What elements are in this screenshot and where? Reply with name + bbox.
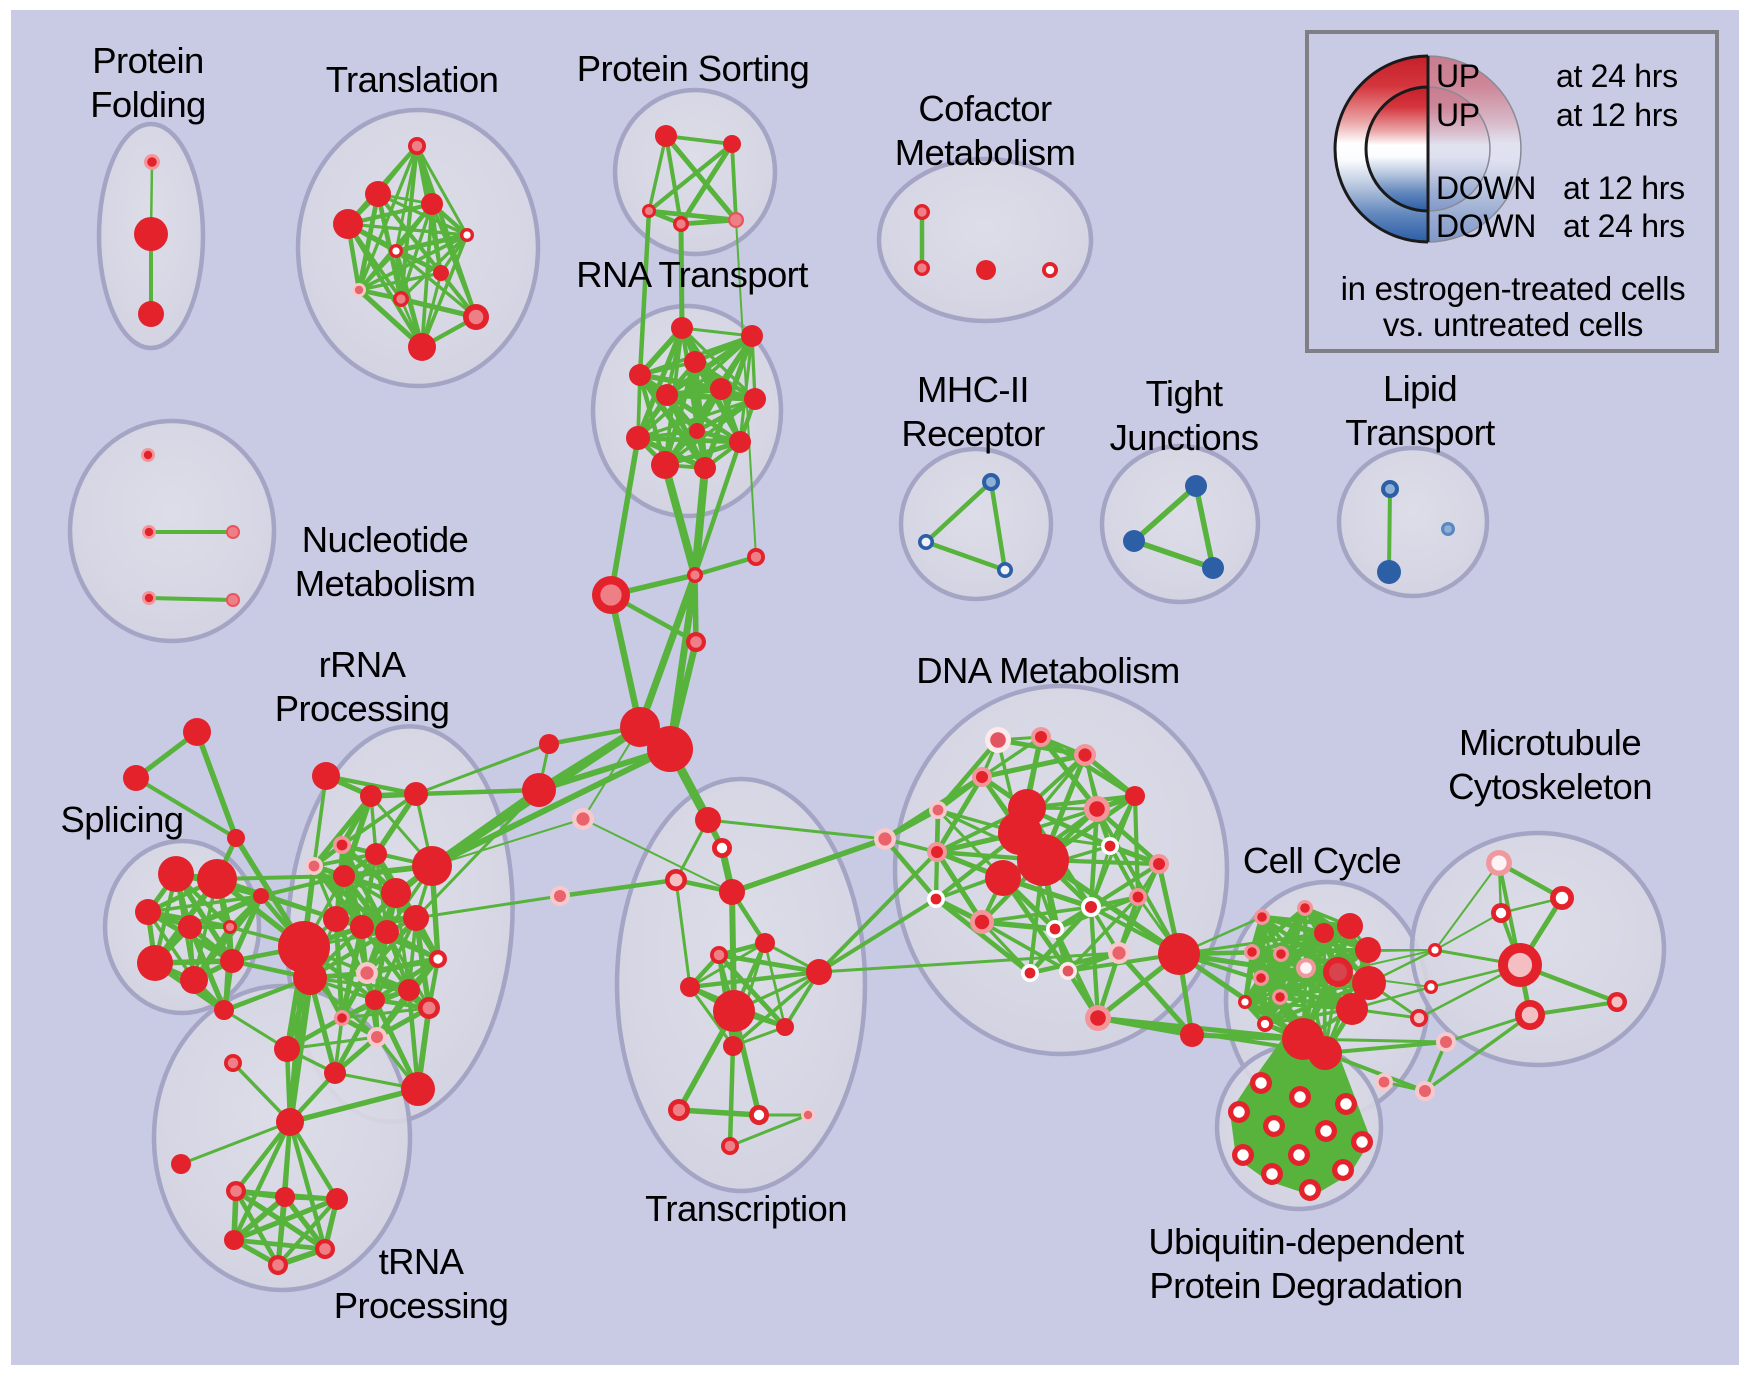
svg-text:Lipid: Lipid: [1383, 368, 1457, 409]
svg-text:MHC-II: MHC-II: [917, 369, 1029, 410]
svg-text:Cell Cycle: Cell Cycle: [1243, 840, 1401, 881]
svg-text:Protein: Protein: [92, 40, 203, 81]
svg-text:Metabolism: Metabolism: [895, 132, 1076, 173]
svg-text:Receptor: Receptor: [901, 413, 1045, 454]
svg-text:Transcription: Transcription: [645, 1188, 847, 1229]
svg-text:DOWN: DOWN: [1436, 208, 1536, 244]
svg-text:in estrogen-treated cells: in estrogen-treated cells: [1341, 270, 1686, 307]
svg-text:Metabolism: Metabolism: [295, 563, 476, 604]
svg-text:at 12 hrs: at 12 hrs: [1563, 170, 1685, 206]
svg-text:UP: UP: [1436, 97, 1480, 133]
svg-text:Splicing: Splicing: [60, 799, 183, 840]
svg-text:Protein Sorting: Protein Sorting: [577, 48, 809, 89]
svg-text:Cytoskeleton: Cytoskeleton: [1448, 766, 1652, 807]
svg-text:tRNA: tRNA: [379, 1241, 465, 1282]
svg-text:Microtubule: Microtubule: [1459, 722, 1641, 763]
svg-text:DNA Metabolism: DNA Metabolism: [916, 650, 1179, 691]
svg-text:Processing: Processing: [334, 1285, 509, 1326]
svg-text:at 24 hrs: at 24 hrs: [1563, 208, 1685, 244]
svg-text:Transport: Transport: [1345, 412, 1495, 453]
svg-text:Processing: Processing: [275, 688, 450, 729]
svg-text:UP: UP: [1436, 58, 1480, 94]
svg-text:RNA Transport: RNA Transport: [576, 254, 808, 295]
svg-text:Cofactor: Cofactor: [918, 88, 1052, 129]
svg-text:at 12 hrs: at 12 hrs: [1556, 97, 1678, 133]
svg-text:Nucleotide: Nucleotide: [302, 519, 468, 560]
svg-text:Ubiquitin-dependent: Ubiquitin-dependent: [1148, 1221, 1464, 1262]
svg-text:at 24 hrs: at 24 hrs: [1556, 58, 1678, 94]
svg-text:Folding: Folding: [90, 84, 206, 125]
svg-text:DOWN: DOWN: [1436, 170, 1536, 206]
svg-text:Protein Degradation: Protein Degradation: [1149, 1265, 1462, 1306]
svg-text:Translation: Translation: [326, 59, 499, 100]
svg-text:Tight: Tight: [1146, 373, 1223, 414]
svg-text:Junctions: Junctions: [1110, 417, 1259, 458]
svg-text:vs. untreated cells: vs. untreated cells: [1383, 306, 1643, 343]
svg-text:rRNA: rRNA: [319, 644, 407, 685]
